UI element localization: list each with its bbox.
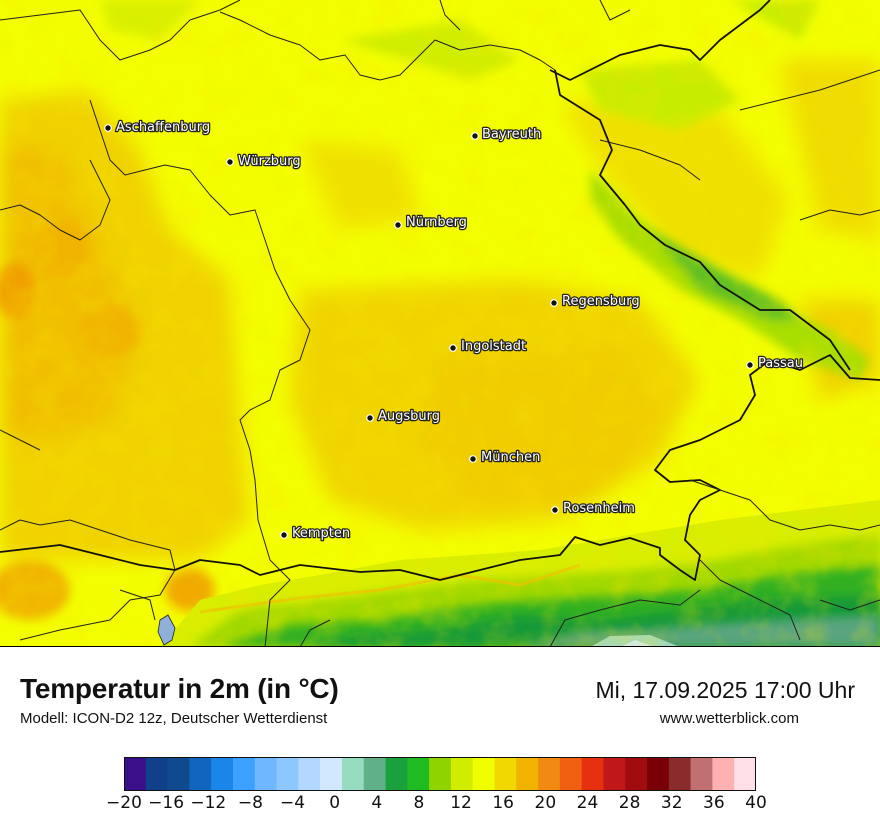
legend-swatch (254, 757, 277, 791)
city-aschaffenburg: Aschaffenburg (104, 119, 211, 136)
legend-tick-label: 12 (450, 793, 472, 813)
city-label: Rosenheim (563, 501, 635, 516)
legend-tick-label: 16 (492, 793, 515, 813)
legend-swatch (712, 757, 735, 791)
legend-swatch (385, 757, 408, 791)
legend-swatch (298, 757, 321, 791)
legend-swatch (429, 757, 452, 791)
legend-swatch (516, 757, 539, 791)
legend-swatch (581, 757, 604, 791)
forecast-datetime: Mi, 17.09.2025 17:00 Uhr (595, 677, 855, 703)
legend-tick-label: −8 (237, 793, 263, 813)
info-panel: Temperatur in 2m (in °C) Modell: ICON-D2… (0, 647, 880, 830)
legend-tick-label: −12 (190, 793, 227, 813)
city-markers: Aschaffenburg Würzburg Bayreuth Nürnberg… (104, 119, 804, 542)
legend-tick-label: 36 (703, 793, 725, 813)
legend-swatch (276, 757, 299, 791)
legend-swatch (647, 757, 670, 791)
city-bayreuth: Bayreuth (471, 126, 543, 143)
legend-swatch (407, 757, 430, 791)
city-label: Nürnberg (406, 215, 467, 230)
state-border (0, 0, 880, 581)
city-passau: Passau (746, 355, 804, 372)
map-title: Temperatur in 2m (in °C) (20, 673, 339, 704)
legend-swatch (559, 757, 582, 791)
legend-swatch (232, 757, 256, 791)
city-kempten: Kempten (280, 525, 351, 542)
city-wuerzburg: Würzburg (226, 153, 302, 170)
legend-tick-label: 40 (745, 793, 767, 813)
legend-swatch (734, 757, 756, 791)
temperature-map: Aschaffenburg Würzburg Bayreuth Nürnberg… (0, 0, 880, 647)
city-label: Ingolstadt (461, 339, 526, 354)
legend-swatch (494, 757, 517, 791)
district-borders (0, 0, 880, 647)
city-label: Passau (758, 356, 803, 371)
legend-swatch (603, 757, 626, 791)
legend-tick-label: 24 (576, 793, 599, 813)
city-label: Würzburg (238, 154, 301, 169)
city-label: Bayreuth (482, 127, 541, 142)
legend-swatch (690, 757, 713, 791)
legend-swatch (189, 757, 212, 791)
color-legend (124, 757, 756, 791)
legend-tick-label: −4 (280, 793, 306, 813)
city-label: Augsburg (378, 409, 440, 424)
legend-swatch (538, 757, 561, 791)
legend-swatch (341, 757, 365, 791)
legend-swatch (145, 757, 168, 791)
legend-swatch (472, 757, 495, 791)
legend-tick-label: 0 (329, 793, 341, 813)
legend-tick-label: −20 (106, 793, 142, 813)
legend-tick-label: 32 (660, 793, 683, 813)
city-label: München (481, 450, 540, 465)
city-muenchen: München (469, 449, 542, 466)
legend-swatch (211, 757, 234, 791)
legend-swatch (363, 757, 386, 791)
legend-tick-label: 8 (413, 793, 425, 813)
legend-swatch (668, 757, 691, 791)
city-label: Aschaffenburg (116, 120, 210, 135)
city-label: Kempten (292, 526, 350, 541)
lake-constance (157, 614, 176, 646)
city-nuernberg: Nürnberg (394, 214, 468, 231)
legend-swatch (167, 757, 190, 791)
legend-swatch (450, 757, 473, 791)
website-link[interactable]: www.wetterblick.com (659, 710, 799, 727)
legend-tick-label: 28 (618, 793, 641, 813)
city-rosenheim: Rosenheim (551, 500, 636, 517)
legend-tick-label: −16 (148, 793, 185, 813)
legend-swatch (124, 757, 147, 791)
city-ingolstadt: Ingolstadt (449, 338, 527, 355)
model-source: Modell: ICON-D2 12z, Deutscher Wetterdie… (20, 710, 328, 727)
legend-tick-label: 4 (371, 793, 383, 813)
legend-tick-label: 20 (534, 793, 557, 813)
legend-swatch (320, 757, 343, 791)
city-regensburg: Regensburg (550, 293, 641, 310)
city-augsburg: Augsburg (366, 408, 441, 425)
texture-overlay (0, 0, 880, 647)
legend-swatch (625, 757, 648, 791)
city-label: Regensburg (562, 294, 640, 309)
